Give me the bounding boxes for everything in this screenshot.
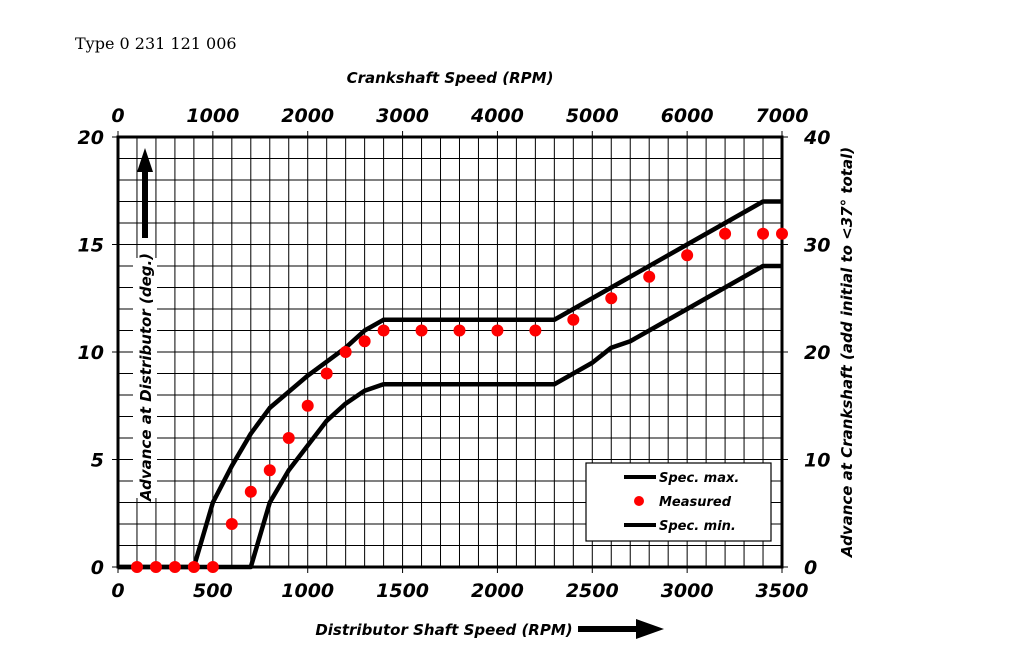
y-tick-label: 10 [78, 342, 104, 364]
x-tick-label: 2000 [471, 580, 524, 602]
y2-tick-label: 30 [804, 235, 830, 257]
measured-point [301, 399, 314, 412]
x-tick-label: 1500 [376, 580, 429, 602]
x2-tick-label: 3000 [376, 105, 429, 127]
y2-tick-label: 40 [803, 127, 830, 149]
x2-tick-label: 7000 [756, 105, 809, 127]
measured-point [206, 561, 219, 573]
x-tick-label: 0 [111, 580, 124, 602]
series-line-spec-min [118, 263, 782, 570]
measured-point [415, 324, 428, 337]
x-tick-label: 3000 [661, 580, 714, 602]
x2-tick-label: 6000 [661, 105, 714, 127]
y2-tick-label: 20 [804, 342, 830, 364]
legend: Spec. max. Measured Spec. min. [585, 462, 772, 542]
x2-axis-label: Crankshaft Speed (RPM) [347, 69, 554, 87]
measured-point [187, 561, 200, 573]
measured-point [681, 249, 694, 262]
series-line-spec-max [118, 199, 782, 570]
measured-point [643, 270, 656, 283]
measured-point [282, 432, 295, 444]
y-tick-label: 20 [78, 127, 104, 149]
measured-point [130, 561, 143, 573]
measured-point [529, 324, 542, 337]
measured-point [776, 227, 788, 240]
y-tick-label: 15 [78, 235, 104, 257]
measured-point [605, 292, 618, 305]
measured-point [263, 464, 276, 477]
measured-point [168, 561, 181, 573]
y-tick-label: 0 [91, 557, 104, 579]
y-tick-label: 5 [91, 450, 104, 472]
x-axis-arrow [578, 619, 664, 639]
measured-point [320, 367, 333, 380]
x2-tick-label: 0 [111, 105, 124, 127]
y2-tick-label: 0 [804, 557, 817, 579]
measured-point [719, 227, 732, 240]
y-axis-label: Advance at Distributor (deg.) [137, 253, 155, 502]
legend-marker-measured [634, 496, 644, 506]
legend-label-min: Spec. min. [659, 519, 736, 534]
measured-point [377, 324, 390, 337]
measured-point [453, 324, 466, 337]
legend-label-max: Spec. max. [659, 471, 739, 486]
legend-label-measured: Measured [659, 495, 732, 510]
measured-point [757, 227, 770, 240]
x2-tick-label: 2000 [281, 105, 334, 127]
chart-title: Type 0 231 121 006 [75, 34, 237, 53]
x2-tick-label: 1000 [186, 105, 239, 127]
x-tick-label: 3500 [756, 580, 809, 602]
measured-point [339, 346, 352, 358]
measured-point [567, 313, 580, 326]
y-label-bg [133, 258, 157, 498]
measured-point [358, 335, 371, 348]
measured-point [225, 518, 238, 530]
y2-axis-label: Advance at Crankshaft (add initial to <3… [838, 147, 856, 558]
x-tick-label: 500 [193, 580, 233, 602]
measured-point [244, 485, 257, 498]
x-tick-label: 1000 [281, 580, 334, 602]
x-axis-label: Distributor Shaft Speed (RPM) [315, 621, 572, 639]
measured-point [491, 324, 504, 337]
measured-point [149, 561, 162, 573]
x2-tick-label: 4000 [470, 105, 524, 127]
y-axis-arrow [137, 148, 153, 238]
y2-tick-label: 10 [804, 450, 830, 472]
x2-tick-label: 5000 [566, 105, 619, 127]
x-tick-label: 2500 [566, 580, 619, 602]
series [118, 199, 788, 573]
